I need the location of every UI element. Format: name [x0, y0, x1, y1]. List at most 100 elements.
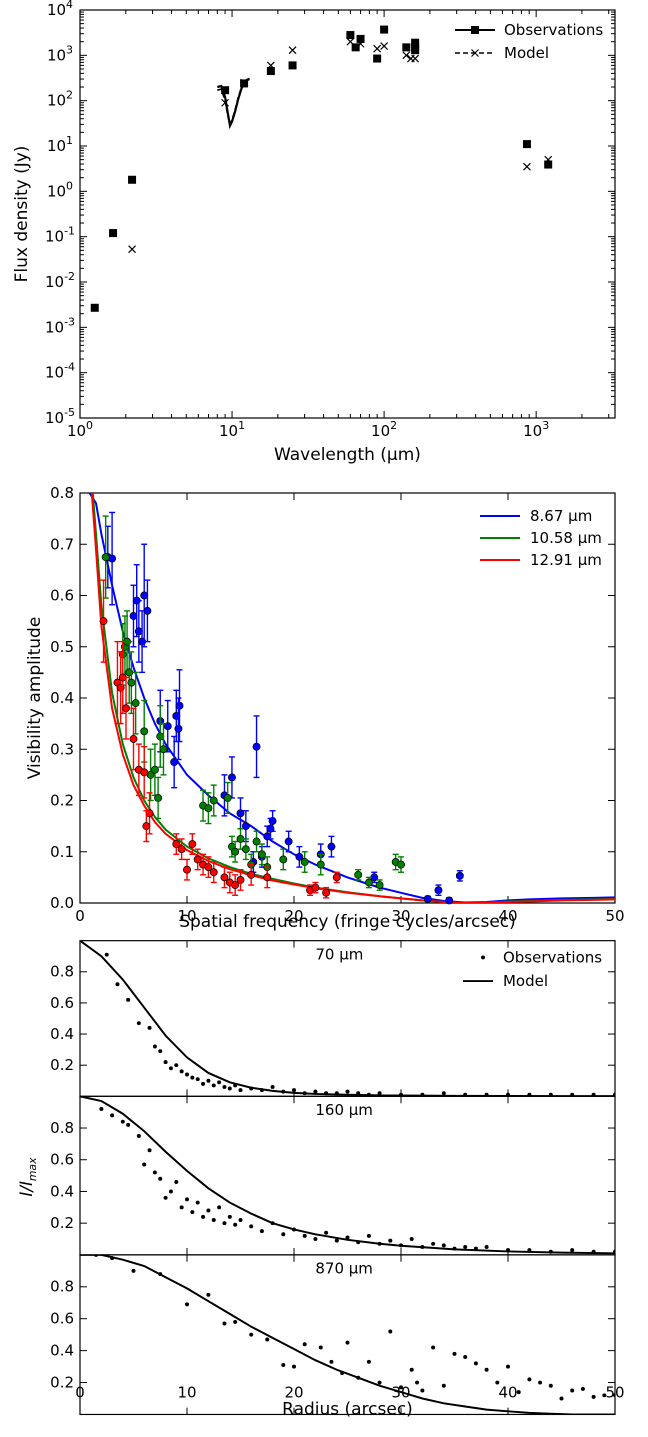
observation-point [152, 1170, 157, 1175]
observation-point [373, 54, 382, 63]
observation-point [110, 1113, 115, 1118]
model-point [288, 46, 297, 55]
observation-point [211, 1218, 216, 1222]
data-point [175, 701, 184, 710]
observation-point [238, 1088, 243, 1093]
observation-point [158, 1049, 163, 1054]
model-line [80, 1254, 615, 1415]
panel-annotation: 70 μm [315, 945, 363, 963]
observation-point [431, 1241, 436, 1246]
data-point [266, 824, 275, 833]
observation-point [334, 1238, 339, 1243]
observation-point [302, 1233, 307, 1238]
observation-point [591, 1394, 596, 1399]
observation-point [548, 1249, 553, 1254]
observation-point [249, 1224, 254, 1229]
observation-point [163, 1060, 168, 1065]
legend-observations-label: Observations [503, 948, 602, 966]
observation-point [380, 25, 389, 34]
observation-point [506, 1248, 510, 1253]
x-tick-label: 0 [75, 1384, 85, 1402]
x-tick-label: 10 [177, 1384, 196, 1402]
observation-point [613, 1092, 615, 1097]
data-point [99, 617, 108, 626]
observation-point [233, 1319, 238, 1324]
observation-point [377, 1091, 382, 1096]
observation-point [366, 1092, 371, 1097]
x-tick-label: 40 [498, 907, 517, 925]
data-point [295, 852, 304, 861]
x-tick-label: 0 [75, 907, 85, 925]
y-tick-label: 0.0 [50, 894, 74, 912]
y-tick-label: 0.8 [50, 1119, 74, 1137]
data-point [127, 678, 136, 687]
y-tick-label: 0.4 [50, 1342, 74, 1360]
observation-point [249, 1086, 254, 1091]
data-point [311, 883, 320, 892]
observation-point [377, 1380, 382, 1385]
y-tick-label: 101 [47, 134, 73, 155]
observation-point [195, 1200, 200, 1205]
legend: Observations Model [463, 948, 602, 990]
observation-point [409, 1237, 414, 1242]
data-point [231, 881, 240, 890]
data-point [332, 873, 341, 882]
x-tick-label: 103 [523, 419, 549, 440]
data-point [279, 855, 288, 864]
observation-point [506, 1092, 510, 1097]
observation-point [179, 1069, 184, 1074]
observation-point [104, 952, 109, 957]
observation-point [99, 1107, 104, 1111]
observation-point [591, 1249, 596, 1254]
observation-point [131, 1268, 136, 1273]
observation-point [356, 1091, 361, 1096]
legend-observations-marker [471, 26, 479, 34]
observation-point [484, 1367, 489, 1372]
observation-point [168, 1066, 173, 1071]
y-tick-label: 10-5 [45, 406, 75, 427]
observation-point [463, 1355, 468, 1359]
model-point [373, 44, 382, 53]
data-point [159, 745, 168, 754]
observation-point [158, 1272, 163, 1277]
observation-point [211, 1083, 216, 1088]
observation-point [168, 1189, 173, 1194]
y-tick-label: 0.4 [50, 1025, 74, 1043]
y-tick-label: 0.6 [50, 587, 74, 605]
observation-point [281, 1232, 286, 1237]
x-tick-label: 20 [284, 1384, 303, 1402]
x-tick-label: 30 [391, 1384, 410, 1402]
y-tick-label: 10-4 [45, 361, 75, 382]
data-point [204, 804, 213, 813]
model-line [80, 1096, 615, 1255]
data-point [131, 699, 140, 708]
y-tick-label: 0.4 [50, 689, 74, 707]
observation-point [346, 31, 355, 40]
observation-point [548, 1092, 553, 1097]
observation-point [495, 1380, 500, 1385]
observation-point [516, 1390, 521, 1395]
observation-point [591, 1092, 596, 1097]
observation-point [292, 1227, 296, 1232]
y-tick-label: 0.3 [50, 740, 74, 758]
data-point [252, 742, 261, 751]
x-axis-label: Wavelength (μm) [274, 445, 421, 465]
y-tick-label: 0.2 [50, 792, 74, 810]
observation-point [222, 1221, 227, 1226]
observation-point [570, 1388, 575, 1393]
observation-point [249, 1332, 254, 1337]
data-point [375, 881, 384, 890]
observation-point [411, 43, 420, 52]
observation-point [548, 1383, 553, 1388]
observation-point [120, 1119, 125, 1124]
observation-point [313, 1237, 318, 1242]
data-point [172, 840, 181, 849]
observation-point [356, 34, 365, 43]
observation-point [190, 1210, 195, 1215]
observation-point [473, 1246, 478, 1251]
observation-point [527, 1092, 532, 1097]
observation-point [265, 1337, 270, 1342]
legend: 8.67 μm 10.58 μm 12.91 μm [480, 507, 602, 569]
